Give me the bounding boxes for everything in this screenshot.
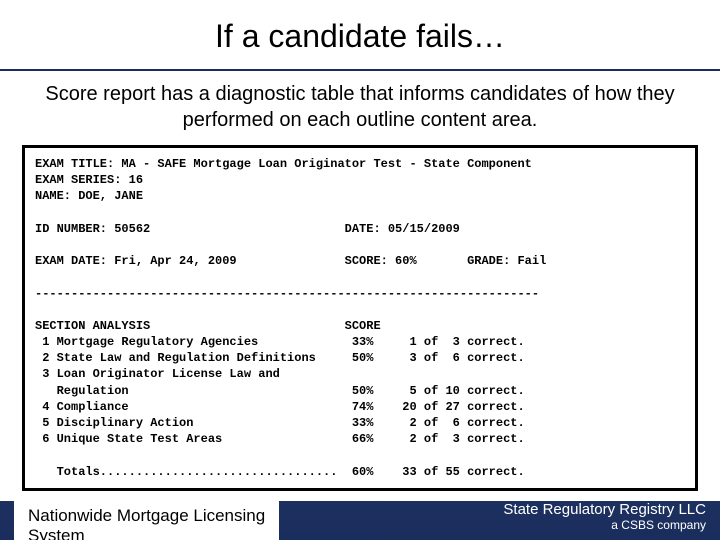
footer: Nationwide Mortgage Licensing System Sta…: [0, 492, 720, 540]
title-area: If a candidate fails…: [0, 0, 720, 71]
footer-left-line1: Nationwide Mortgage Licensing: [28, 506, 265, 526]
subtitle-area: Score report has a diagnostic table that…: [0, 71, 720, 145]
score-report-box: EXAM TITLE: MA - SAFE Mortgage Loan Orig…: [22, 145, 698, 491]
footer-right-line1: State Regulatory Registry LLC: [503, 501, 706, 518]
slide-title: If a candidate fails…: [0, 18, 720, 55]
slide-subtitle: Score report has a diagnostic table that…: [8, 81, 712, 133]
footer-left-line2: System: [28, 526, 265, 540]
footer-right-line2: a CSBS company: [503, 518, 706, 532]
footer-left: Nationwide Mortgage Licensing System: [14, 500, 279, 540]
report-wrapper: EXAM TITLE: MA - SAFE Mortgage Loan Orig…: [0, 145, 720, 501]
footer-right: State Regulatory Registry LLC a CSBS com…: [503, 501, 706, 532]
